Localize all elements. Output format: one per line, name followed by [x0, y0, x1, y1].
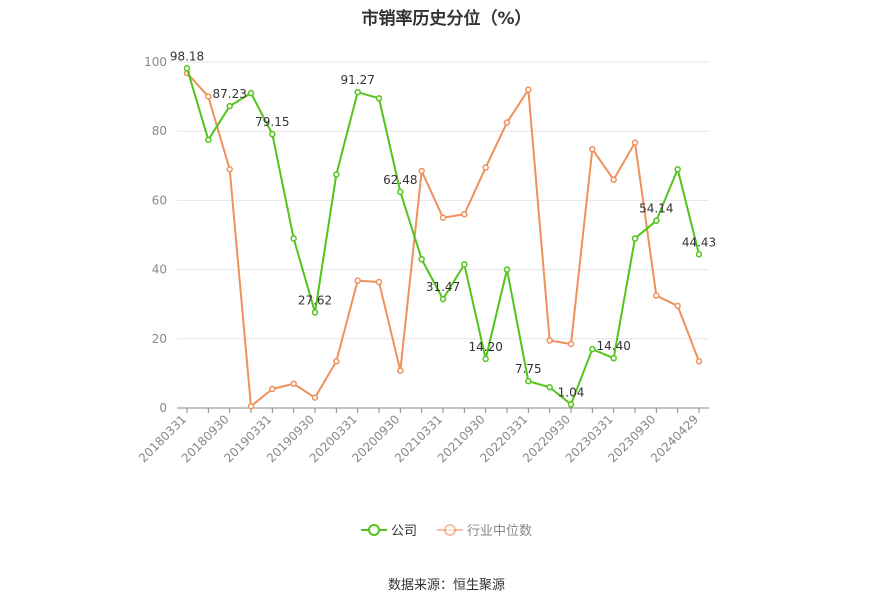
data-point-company [226, 102, 233, 110]
data-point-industry-median [631, 139, 639, 146]
data-point-company [567, 401, 575, 408]
data-point-industry-median [333, 358, 340, 365]
data-label: 31.47 [426, 280, 460, 294]
data-point-industry-median [525, 86, 532, 93]
legend: 公司 行业中位数 [0, 520, 893, 539]
data-point-industry-median [354, 277, 361, 284]
data-point-company [546, 383, 553, 391]
data-point-industry-median [205, 93, 212, 100]
data-point-industry-median [461, 210, 468, 218]
data-point-industry-median [439, 214, 447, 221]
data-point-company [269, 130, 276, 138]
data-point-company [589, 345, 596, 353]
data-label: 79.15 [255, 115, 289, 129]
legend-item-industry-median[interactable]: 行业中位数 [437, 520, 532, 539]
data-point-company [418, 255, 425, 263]
data-point-company [205, 136, 212, 144]
data-label: 14.40 [596, 339, 630, 353]
data-point-company [397, 188, 404, 196]
data-point-company [439, 295, 447, 303]
data-point-industry-median [503, 119, 511, 126]
data-point-company [653, 217, 660, 224]
legend-label: 行业中位数 [467, 524, 533, 539]
data-label: 91.27 [340, 73, 374, 87]
data-point-industry-median [674, 302, 681, 310]
y-tick-label: 40 [152, 263, 167, 277]
data-point-industry-median [589, 145, 596, 153]
data-point-company [183, 65, 191, 72]
data-point-company [290, 235, 297, 242]
data-point-industry-median [610, 176, 617, 183]
legend-marker-icon [360, 523, 387, 536]
legend-item-company[interactable]: 公司 [360, 520, 417, 539]
data-point-company [503, 266, 511, 273]
chart-title: 市销率历史分位（%） [361, 9, 532, 29]
data-point-industry-median [311, 394, 319, 401]
data-point-company [482, 355, 489, 363]
data-point-industry-median [375, 278, 383, 286]
data-point-industry-median [269, 385, 276, 393]
data-point-industry-median [226, 166, 233, 173]
data-point-industry-median [397, 367, 404, 374]
data-label: 14.20 [468, 340, 502, 354]
data-point-industry-median [546, 337, 553, 344]
data-point-company [375, 95, 383, 102]
data-label: 87.23 [212, 87, 246, 101]
data-point-company [247, 89, 255, 97]
data-point-company [610, 354, 617, 362]
data-label: 98.18 [170, 49, 204, 63]
data-point-company [631, 235, 639, 242]
data-point-industry-median [247, 403, 255, 410]
y-tick-label: 60 [152, 193, 167, 207]
data-point-company [311, 309, 319, 316]
data-label: 44.43 [682, 235, 716, 249]
data-point-industry-median [418, 167, 425, 175]
data-point-company [461, 261, 468, 268]
data-point-industry-median [695, 358, 703, 365]
data-point-industry-median [653, 292, 660, 299]
data-point-industry-median [482, 164, 489, 171]
data-label: 7.75 [515, 362, 542, 376]
data-label: 62.48 [383, 173, 417, 187]
data-point-company [333, 171, 340, 178]
data-point-company [525, 377, 532, 385]
data-label: 1.04 [558, 385, 585, 399]
legend-label: 公司 [390, 524, 417, 539]
data-point-industry-median [290, 380, 297, 388]
data-point-company [674, 166, 681, 173]
y-tick-label: 0 [159, 401, 167, 415]
y-tick-label: 100 [144, 55, 167, 69]
data-point-company [695, 251, 703, 258]
y-tick-label: 20 [152, 332, 167, 346]
data-point-industry-median [567, 340, 575, 348]
data-point-company [354, 88, 361, 96]
y-tick-label: 80 [152, 124, 167, 138]
source-note: 数据来源：恒生聚源 [387, 578, 505, 593]
legend-marker-icon [437, 523, 463, 536]
data-label: 54.14 [639, 202, 673, 216]
data-label: 27.62 [298, 293, 332, 307]
